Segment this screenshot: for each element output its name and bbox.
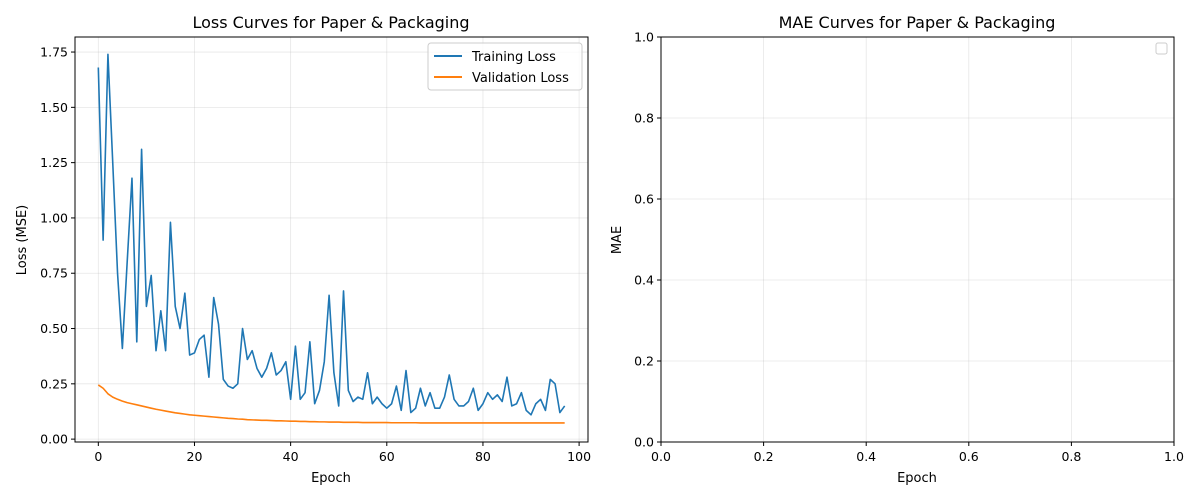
loss-chart-y-tick-label: 1.25 — [40, 155, 68, 170]
mae-chart-x-tick-label: 0.0 — [651, 449, 671, 464]
mae-chart-y-axis-label: MAE — [610, 226, 625, 254]
mae-chart-x-tick-label: 0.8 — [1061, 449, 1081, 464]
loss-chart-x-tick-label: 40 — [283, 449, 299, 464]
mae-chart-x-tick-label: 0.4 — [856, 449, 876, 464]
loss-chart-x-tick-label: 60 — [379, 449, 395, 464]
series-line-validation-loss — [97, 384, 565, 424]
loss-chart-frame — [74, 36, 589, 443]
mae-chart-empty-legend — [1155, 42, 1168, 55]
loss-chart-y-tick-label: 1.00 — [40, 210, 68, 225]
legend-label-validation-loss: Validation Loss — [472, 71, 569, 86]
loss-chart-x-tick-label: 100 — [567, 449, 591, 464]
mae-chart-x-ticks: 0.0 0.2 0.4 0.6 0.8 1.0 — [651, 442, 1184, 464]
mae-chart-x-tick-label: 0.6 — [959, 449, 979, 464]
loss-chart-y-axis-label: Loss (MSE) — [15, 205, 30, 275]
mae-chart-y-tick-label: 0.0 — [634, 435, 654, 450]
loss-chart-series — [97, 53, 566, 424]
mae-chart-y-ticks: 0.0 0.2 0.4 0.6 0.8 1.0 — [634, 30, 661, 450]
mae-chart-x-tick-label: 0.2 — [754, 449, 774, 464]
loss-chart-y-tick-label: 0.50 — [40, 321, 68, 336]
mae-chart-y-tick-label: 0.2 — [634, 354, 654, 369]
mae-chart-y-tick-label: 0.8 — [634, 111, 654, 126]
mae-chart-y-tick-label: 0.6 — [634, 192, 654, 207]
mae-chart: MAE Curves for Paper & Packaging 0.0 0.2 0… — [610, 13, 1184, 486]
loss-chart-grid — [75, 37, 588, 442]
loss-chart-y-tick-label: 1.75 — [40, 45, 68, 60]
loss-chart-title: Loss Curves for Paper & Packaging — [192, 13, 469, 32]
loss-chart-x-axis-label: Epoch — [311, 471, 351, 486]
loss-chart-y-tick-label: 0.00 — [40, 432, 68, 447]
loss-chart-y-tick-label: 0.75 — [40, 266, 68, 281]
mae-chart-x-axis-label: Epoch — [897, 471, 937, 486]
loss-chart-x-tick-label: 80 — [475, 449, 491, 464]
legend-label-training-loss: Training Loss — [471, 50, 556, 65]
loss-chart-x-tick-label: 20 — [187, 449, 203, 464]
mae-chart-x-tick-label: 1.0 — [1164, 449, 1184, 464]
mae-chart-y-tick-label: 1.0 — [634, 30, 654, 45]
mae-chart-frame — [660, 36, 1175, 443]
mae-chart-title: MAE Curves for Paper & Packaging — [779, 13, 1056, 32]
loss-chart-y-tick-label: 0.25 — [40, 376, 68, 391]
loss-chart-x-tick-label: 0 — [94, 449, 102, 464]
loss-chart-y-tick-label: 1.50 — [40, 100, 68, 115]
loss-chart-y-ticks: 0.00 0.25 0.50 0.75 1.00 1.25 1.50 1.75 — [40, 45, 75, 447]
loss-chart-x-ticks: 0 20 40 60 80 100 — [94, 442, 591, 464]
loss-legend-box — [427, 42, 583, 91]
mae-chart-y-tick-label: 0.4 — [634, 273, 654, 288]
loss-chart-legend: Training Loss Validation Loss — [427, 42, 583, 91]
mae-chart-grid — [660, 36, 1175, 443]
series-line-training-loss — [97, 53, 566, 416]
loss-chart: Loss Curves for Paper & Packaging 0 20 40 6… — [15, 13, 591, 486]
